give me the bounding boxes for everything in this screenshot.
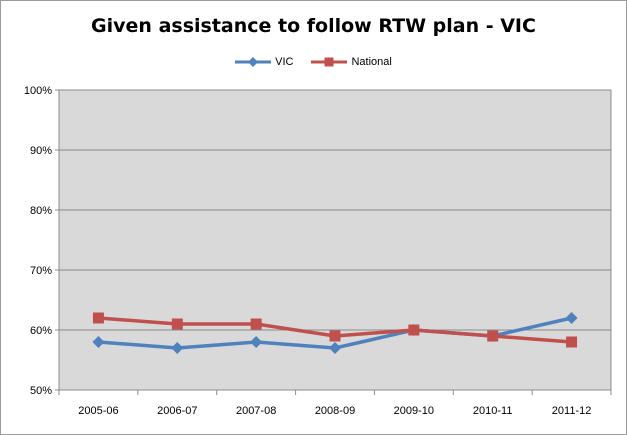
- legend-label-vic: VIC: [275, 56, 294, 68]
- y-tick-label: 70%: [30, 265, 52, 277]
- chart-title: Given assistance to follow RTW plan - VI…: [91, 15, 536, 37]
- data-point-national: [566, 336, 578, 348]
- y-tick-label: 90%: [30, 145, 52, 157]
- legend: VIC National: [1, 56, 626, 68]
- x-tick-label: 2009-10: [394, 405, 434, 417]
- data-point-vic: [565, 312, 578, 324]
- data-point-national: [408, 324, 420, 336]
- y-tick-label: 50%: [30, 385, 52, 397]
- y-tick-label: 60%: [30, 325, 52, 337]
- data-point-vic: [250, 336, 263, 348]
- x-tick-label: 2008-09: [315, 405, 355, 417]
- legend-item-vic: VIC: [235, 56, 293, 68]
- legend-swatch-vic: [235, 57, 272, 67]
- data-point-national: [92, 312, 104, 324]
- data-point-national: [171, 318, 183, 330]
- x-tick-label: 2010-11: [473, 405, 513, 417]
- x-tick-label: 2005-06: [78, 405, 118, 417]
- data-point-national: [487, 330, 499, 342]
- x-tick-label: 2007-08: [236, 405, 276, 417]
- data-point-national: [329, 330, 341, 342]
- x-tick-label: 2006-07: [157, 405, 197, 417]
- data-point-vic: [92, 336, 105, 348]
- legend-item-national: National: [311, 56, 392, 68]
- y-tick-label: 80%: [30, 205, 52, 217]
- legend-swatch-national: [311, 57, 348, 67]
- data-point-national: [250, 318, 262, 330]
- y-tick-label: 100%: [24, 85, 52, 97]
- x-tick-label: 2011-12: [552, 405, 592, 417]
- data-point-vic: [171, 342, 184, 354]
- data-point-vic: [329, 342, 341, 354]
- legend-label-national: National: [351, 56, 392, 68]
